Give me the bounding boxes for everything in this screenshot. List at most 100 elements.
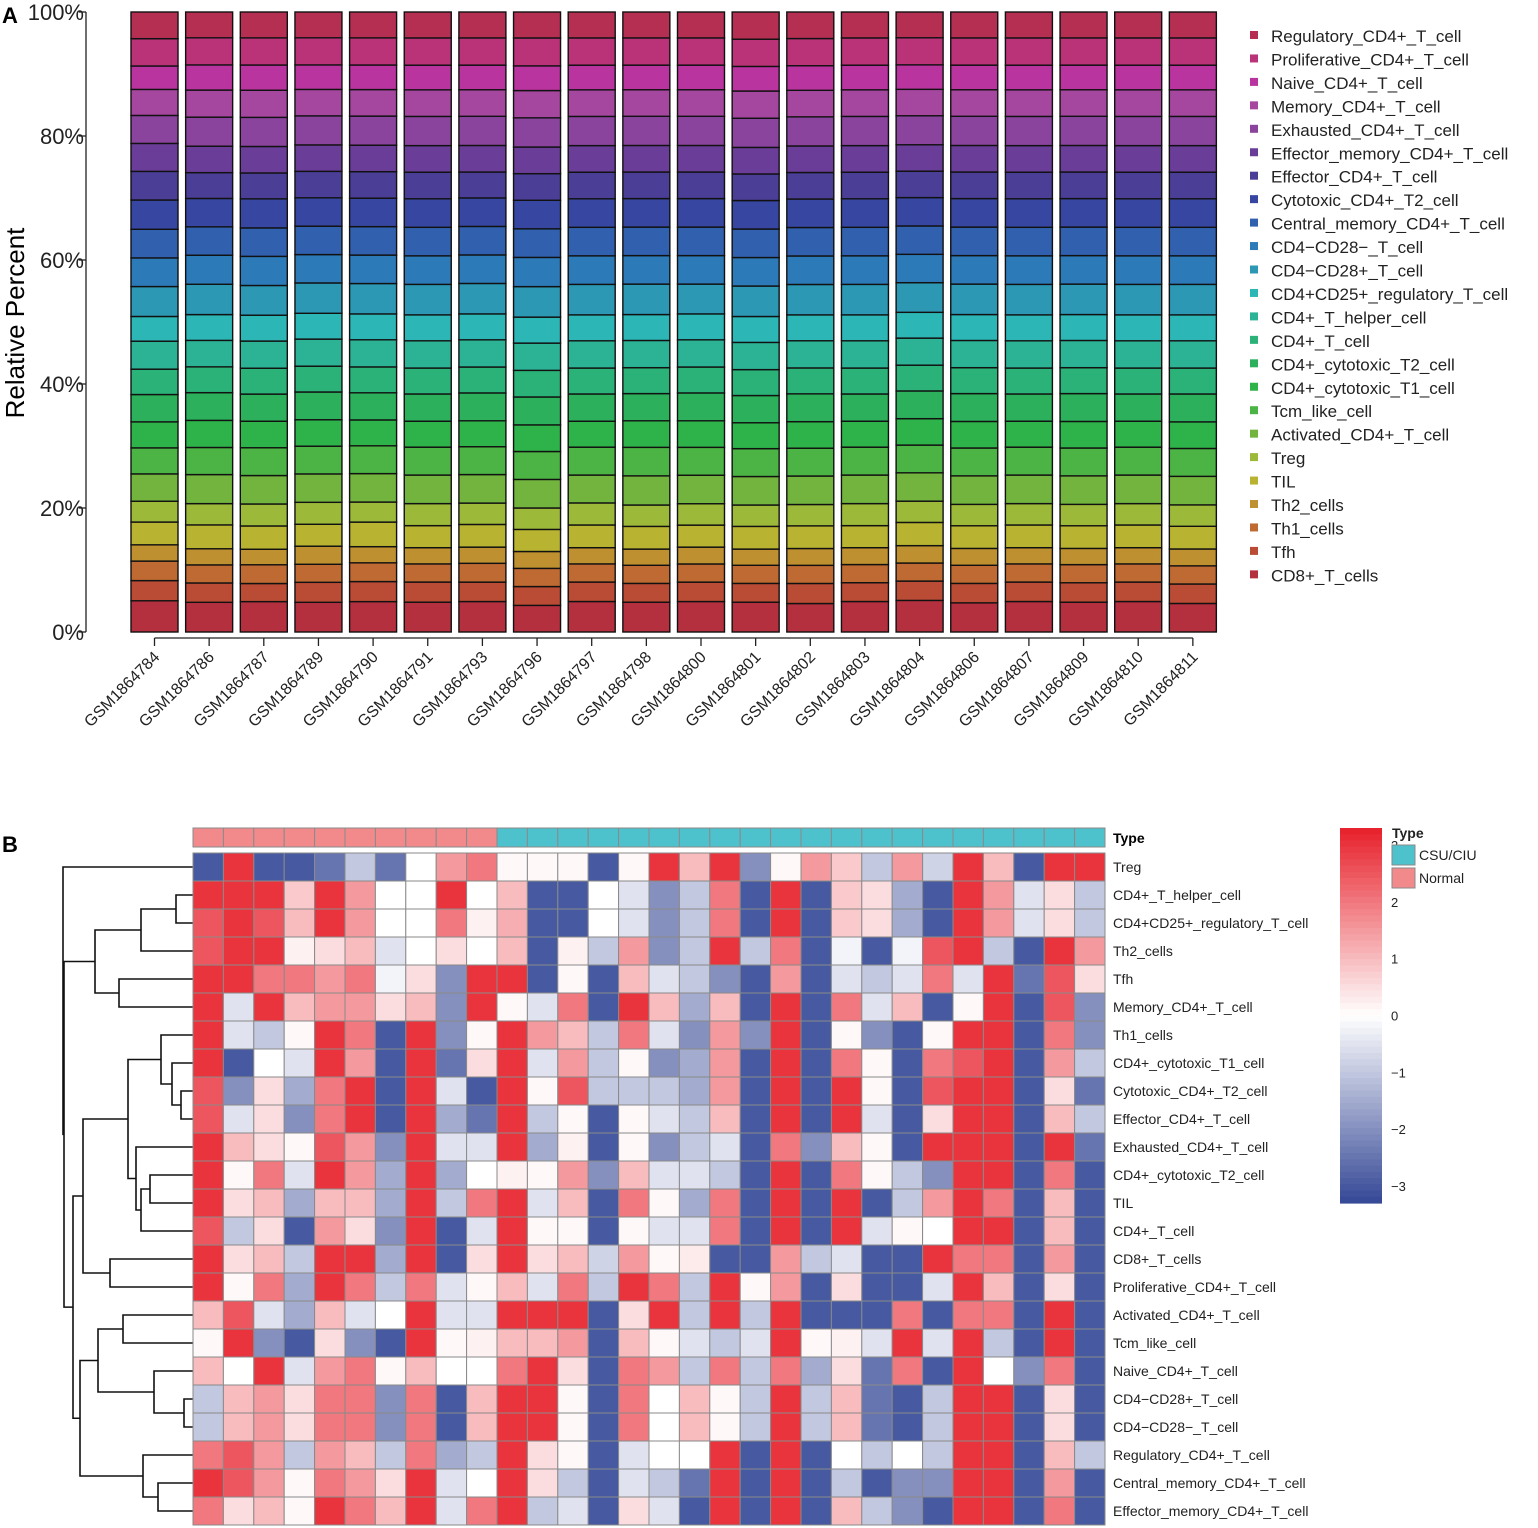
bar-segment <box>1113 502 1163 526</box>
heatmap-cell <box>922 1076 954 1106</box>
legend-label: CD4−CD28−_T_cell <box>1271 238 1423 257</box>
bar-segment <box>950 171 999 200</box>
y-tick-label: 40% <box>40 372 84 397</box>
bar-segment <box>348 115 398 146</box>
heatmap-cell <box>678 1188 711 1218</box>
heatmap-cell <box>739 1188 772 1218</box>
heatmap-cell <box>678 1496 711 1526</box>
bar-segment <box>1113 171 1163 200</box>
bar-segment <box>676 446 726 476</box>
heatmap-cell <box>982 1048 1015 1078</box>
heatmap-cell <box>283 1496 316 1526</box>
legend-swatch <box>1250 242 1258 251</box>
legend-item: Central_memory_CD4+_T_cell <box>1250 215 1505 234</box>
heatmap-cell <box>861 1496 893 1526</box>
heatmap-cell <box>222 1048 255 1078</box>
heatmap-cell <box>952 1440 984 1470</box>
dendrogram-branch <box>94 929 141 994</box>
heatmap-cell <box>1043 1496 1076 1526</box>
heatmap-row <box>192 1076 1106 1106</box>
colorbar-step <box>1340 1028 1382 1035</box>
bar-segment <box>403 420 452 448</box>
heatmap-cell <box>1043 1160 1076 1190</box>
bar-segment <box>786 582 835 605</box>
heatmap-cell <box>344 880 376 910</box>
bar-segment <box>130 447 179 475</box>
heatmap-cell <box>800 1300 832 1330</box>
heatmap-cell <box>466 1468 498 1498</box>
bar-segment <box>512 550 562 570</box>
bar-segment <box>403 198 452 229</box>
bar-segment <box>1004 474 1054 505</box>
heatmap-cell <box>830 1188 863 1218</box>
bar-segment <box>512 285 562 318</box>
legend-item: Treg <box>1250 449 1305 468</box>
bar-segment <box>895 472 944 502</box>
heatmap-cell <box>283 1244 316 1274</box>
heatmap-cell <box>800 1384 832 1414</box>
annotation-cell <box>891 827 924 848</box>
legend-item: CD4−CD28+_T_cell <box>1250 262 1423 281</box>
heatmap-cell <box>739 1496 772 1526</box>
annotation-cell <box>192 827 224 848</box>
heatmap-cell <box>952 908 984 938</box>
bar-segment <box>676 313 726 341</box>
bar-segment <box>294 523 343 547</box>
type-legend-label: Normal <box>1419 870 1464 886</box>
heatmap-cell <box>1013 908 1045 938</box>
bar-segment <box>348 144 398 173</box>
bar-segment <box>403 255 452 286</box>
heatmap-cell <box>405 1132 437 1162</box>
heatmap-cell <box>770 1104 802 1134</box>
heatmap-cell <box>557 1468 589 1498</box>
heatmap-cell <box>952 1104 984 1134</box>
colorbar-tick-label: −1 <box>1391 1065 1406 1080</box>
heatmap-cell <box>648 1216 680 1246</box>
annotation-cell <box>922 827 954 848</box>
bar-segment <box>130 560 179 582</box>
bar-segment <box>184 116 234 147</box>
bar-segment <box>294 225 343 256</box>
annotation-cell <box>344 827 376 848</box>
heatmap-cell <box>861 1132 893 1162</box>
heatmap-cell <box>922 1188 954 1218</box>
bar-segment <box>130 393 179 423</box>
heatmap-cell <box>1074 1076 1106 1106</box>
heatmap-cell <box>374 1300 407 1330</box>
annotation-cell <box>982 827 1015 848</box>
heatmap-cell <box>952 1188 984 1218</box>
bar-segment <box>1004 420 1054 448</box>
heatmap-cell <box>861 992 893 1022</box>
heatmap-cell <box>405 1216 437 1246</box>
bar-segment <box>895 500 944 524</box>
row-label: Effector_memory_CD4+_T_cell <box>1113 1503 1308 1519</box>
heatmap-cell <box>314 1468 346 1498</box>
legend-label: Treg <box>1271 449 1305 468</box>
heatmap-cell <box>1013 936 1045 966</box>
heatmap-cell <box>1074 1356 1106 1386</box>
heatmap-cell <box>800 1328 832 1358</box>
bar-segment <box>676 115 726 147</box>
heatmap-cell <box>678 1132 711 1162</box>
bar-segment <box>184 226 234 256</box>
heatmap-cell <box>405 1328 437 1358</box>
bar-segment <box>895 170 944 199</box>
heatmap-cell <box>192 908 224 938</box>
heatmap-cell <box>648 1384 680 1414</box>
heatmap-cell <box>678 936 711 966</box>
bar-segment <box>676 254 726 285</box>
bar-segment <box>1059 171 1108 200</box>
heatmap-cell <box>861 1356 893 1386</box>
row-label: Memory_CD4+_T_cell <box>1113 999 1253 1015</box>
bar-segment <box>1113 11 1163 39</box>
y-tick-label: 0% <box>52 620 84 645</box>
heatmap-cell <box>374 1104 407 1134</box>
heatmap-cell <box>800 1132 832 1162</box>
heatmap-cell <box>648 1132 680 1162</box>
bar-stack <box>403 11 452 633</box>
heatmap-cell <box>1013 1272 1045 1302</box>
heatmap-cell <box>374 1328 407 1358</box>
bar-segment <box>348 521 398 548</box>
heatmap-cell <box>253 1468 285 1498</box>
heatmap-cell <box>314 936 346 966</box>
